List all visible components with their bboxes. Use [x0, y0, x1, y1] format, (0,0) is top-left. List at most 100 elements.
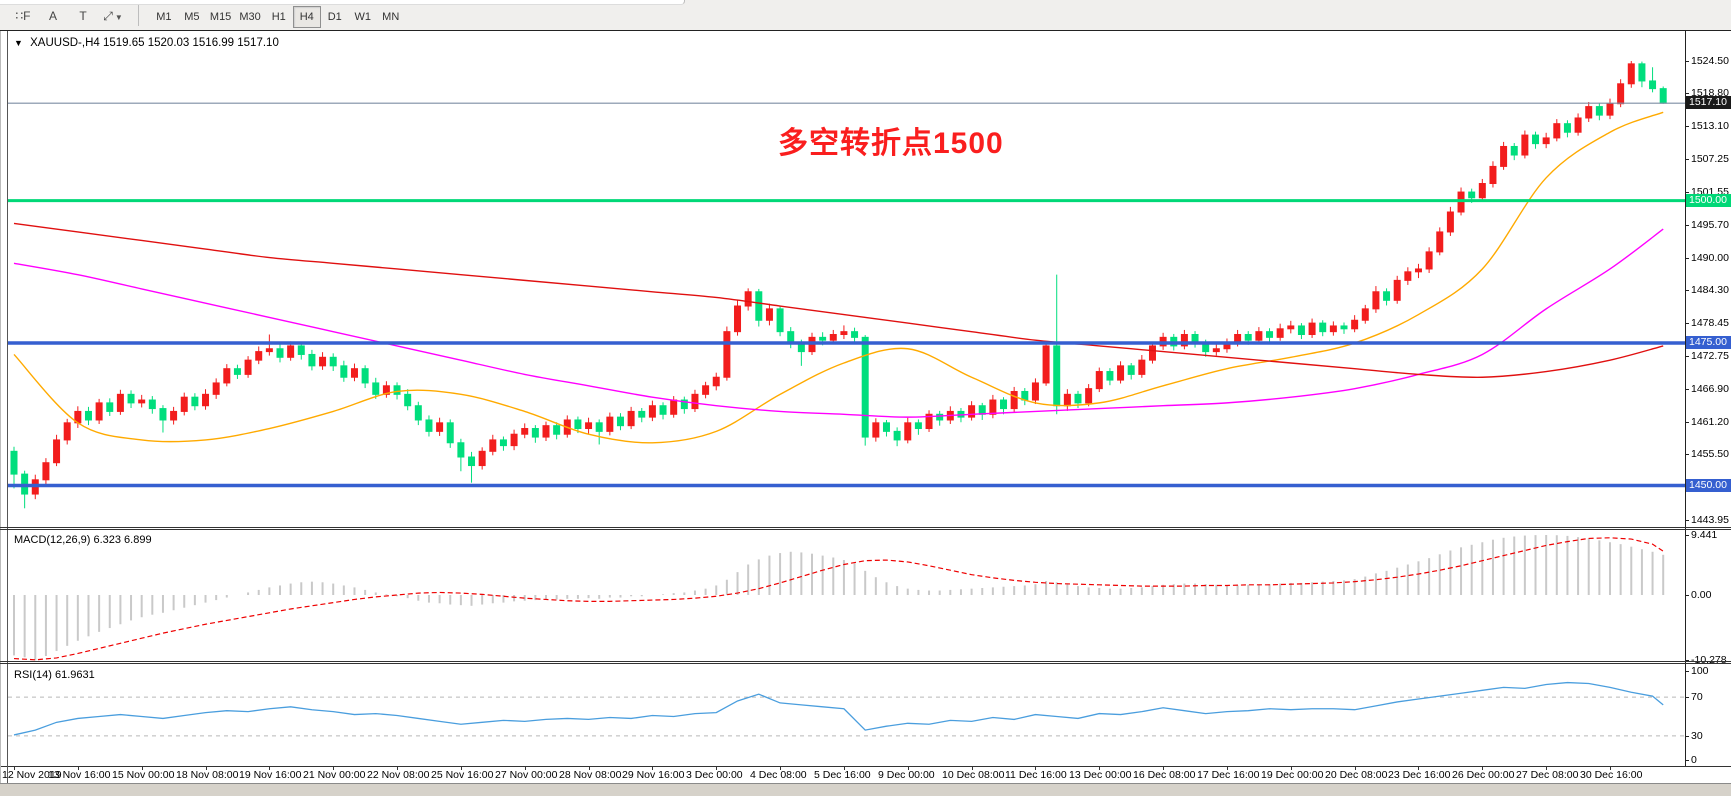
candle-bull [1404, 271, 1412, 281]
candle-bear [1319, 322, 1327, 333]
time-tick [269, 766, 270, 770]
candle-bear [84, 410, 92, 421]
candle-bull [606, 416, 614, 432]
macd-indicator-canvas[interactable] [8, 529, 1685, 661]
candle-bear [148, 399, 156, 410]
candle-bull [1329, 325, 1337, 333]
timeframe-button-m1[interactable]: M1 [156, 11, 172, 23]
crosshair-icon[interactable]: ⤢ ▼ [103, 9, 123, 23]
time-tick-label: 9 Dec 00:00 [878, 769, 935, 781]
candle-bear [1340, 325, 1348, 330]
text-label-icon[interactable]: T [79, 9, 87, 23]
indicator-grid-icon[interactable]: ∷F [15, 9, 31, 23]
drawing-tools-group: ∷F A T ⤢ ▼ [8, 0, 128, 27]
candle-bear [574, 419, 582, 430]
candle-bear [329, 356, 337, 367]
axis-tick [1685, 535, 1689, 536]
candle-bull [510, 433, 518, 447]
time-tick [780, 766, 781, 770]
window-left-edge [0, 31, 1, 783]
symbol-dropdown-icon[interactable]: ▼ [14, 38, 23, 48]
timeframe-button-h1[interactable]: H1 [271, 11, 286, 23]
candle-bull [1063, 393, 1071, 407]
candle-bear [1532, 134, 1540, 145]
macd-signal-line [13, 537, 1664, 661]
price-badge-1517.10: 1517.10 [1686, 96, 1731, 109]
candle-bull [1361, 308, 1369, 321]
time-tick [461, 766, 462, 770]
candle-bull [223, 368, 231, 384]
time-tick [1355, 766, 1356, 770]
axis-tick [1685, 192, 1689, 193]
candle-bear [308, 353, 316, 367]
candle-bull [723, 331, 731, 378]
candle-bear [1074, 393, 1082, 404]
time-tick [333, 766, 334, 770]
candle-bull [1446, 211, 1454, 233]
cursor-icon[interactable]: A [48, 9, 57, 23]
candle-bear [659, 405, 667, 415]
time-tick [908, 766, 909, 770]
candle-bull [489, 439, 497, 452]
candle-bull [542, 425, 550, 438]
candle-bull [1351, 319, 1359, 330]
candle-bear [372, 382, 380, 395]
time-tick-label: 12 Nov 2019 [2, 769, 62, 781]
candle-bear [361, 368, 369, 384]
candle-bull [1627, 63, 1635, 85]
time-tick [525, 766, 526, 770]
time-tick [14, 766, 15, 770]
candle-bear [1383, 291, 1391, 301]
timeframe-button-m30[interactable]: M30 [239, 11, 261, 23]
candle-bull [872, 422, 880, 438]
rsi-indicator-canvas[interactable] [8, 663, 1685, 766]
candle-bear [755, 291, 763, 321]
time-tick-label: 20 Dec 08:00 [1325, 769, 1388, 781]
candle-bull [744, 291, 752, 307]
time-tick [844, 766, 845, 770]
window-bottom-strip [0, 783, 1731, 796]
candle-bull [244, 359, 252, 375]
candle-bear [297, 345, 305, 355]
pane-separator [0, 661, 1731, 662]
timeframe-button-d1[interactable]: D1 [327, 11, 342, 23]
time-tick-label: 27 Nov 00:00 [495, 769, 558, 781]
price-chart-canvas[interactable] [8, 31, 1685, 527]
candle-bear [191, 396, 199, 407]
candle-bear [1297, 325, 1305, 336]
candle-bull [691, 393, 699, 410]
candle-bear [553, 425, 561, 435]
candle-bear [819, 336, 827, 341]
candle-bear [468, 456, 476, 467]
time-tick [397, 766, 398, 770]
macd-tick-label: 0.00 [1691, 589, 1712, 601]
candle-bull [116, 393, 124, 412]
candle-bull [319, 356, 327, 367]
candle-bear [1659, 88, 1667, 104]
time-axis[interactable] [0, 766, 1731, 784]
time-tick [78, 766, 79, 770]
time-tick [1163, 766, 1164, 770]
axis-tick [1685, 356, 1689, 357]
time-tick [652, 766, 653, 770]
candle-bear [1510, 145, 1518, 156]
timeframe-button-m15[interactable]: M15 [209, 11, 232, 23]
candle-bear [616, 416, 624, 427]
axis-tick [1685, 671, 1689, 672]
timeframe-button-mn[interactable]: MN [382, 11, 400, 23]
candle-bear [1244, 334, 1252, 341]
candle-bull [840, 331, 848, 336]
candle-bull [925, 413, 933, 430]
price-tick-label: 1443.95 [1691, 514, 1729, 526]
timeframe-button-w1[interactable]: W1 [354, 11, 371, 23]
candle-bear [340, 365, 348, 378]
crosshair-dropdown-icon[interactable]: ▼ [114, 13, 123, 22]
rsi-tick-label: 0 [1691, 754, 1697, 766]
time-tick-label: 30 Dec 16:00 [1580, 769, 1643, 781]
timeframe-button-h4[interactable]: H4 [292, 6, 321, 28]
candle-bear [595, 422, 603, 432]
candle-bear [851, 331, 859, 338]
timeframe-button-m5[interactable]: M5 [184, 11, 200, 23]
price-tick-label: 1472.75 [1691, 350, 1729, 362]
candle-bull [350, 368, 358, 378]
